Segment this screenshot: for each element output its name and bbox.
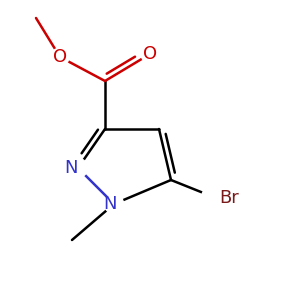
Circle shape (104, 194, 124, 214)
Circle shape (51, 48, 69, 66)
Text: O: O (143, 45, 157, 63)
Text: N: N (103, 195, 117, 213)
Text: N: N (64, 159, 78, 177)
Text: Br: Br (219, 189, 239, 207)
Circle shape (68, 158, 88, 178)
Text: O: O (53, 48, 67, 66)
Circle shape (202, 184, 230, 212)
Circle shape (141, 45, 159, 63)
